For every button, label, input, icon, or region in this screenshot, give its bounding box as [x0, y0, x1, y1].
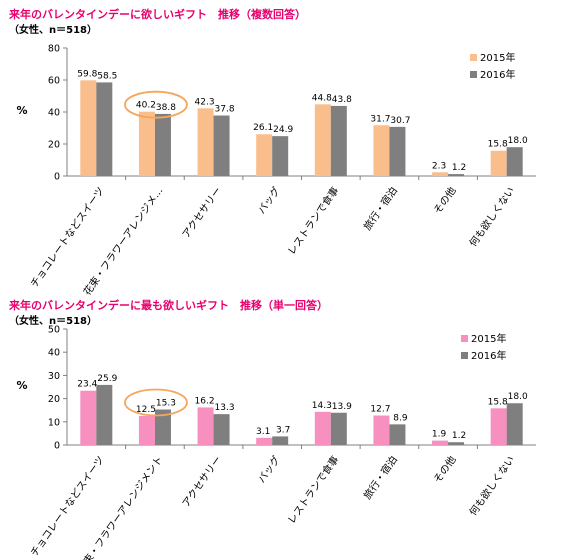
chart1-data-label: 31.7 [370, 114, 390, 124]
chart1-highlight-oval [124, 90, 188, 119]
chart1-data-label: 24.9 [273, 125, 293, 135]
chart1-legend-label: 2015年 [480, 51, 515, 64]
chart1-data-label: 1.2 [452, 163, 466, 173]
chart1-bar [330, 105, 347, 176]
chart2-bar [197, 407, 214, 445]
chart2-category-label: 旅行・宿泊 [361, 453, 400, 501]
chart1-data-label: 43.8 [332, 95, 352, 105]
chart1-title: 来年のバレンタインデーに欲しいギフト 推移（複数回答） [9, 8, 306, 21]
chart2-category-label: 何も欲しくない [466, 453, 517, 518]
chart1-bar [448, 174, 465, 176]
chart2-category-label: アクセサリー [180, 454, 224, 510]
chart1-data-label: 59.8 [77, 69, 97, 79]
chart2-bar [448, 442, 465, 445]
chart1-legend-swatch [470, 54, 477, 61]
chart1-y-tick-label: 60 [48, 76, 60, 87]
chart1-bar [432, 172, 449, 176]
chart1-bar [490, 150, 507, 176]
chart2-data-label: 14.3 [312, 401, 332, 411]
chart2-data-label: 3.1 [256, 427, 270, 437]
chart1-bar [314, 104, 331, 176]
chart1-bar [256, 134, 273, 176]
chart2-data-label: 13.9 [332, 402, 352, 412]
chart2-bar [138, 416, 155, 445]
chart2-data-label: 18.0 [508, 392, 528, 402]
chart2-y-tick-label: 50 [48, 325, 60, 336]
chart1-y-axis-label: % [16, 104, 27, 117]
chart1-data-label: 30.7 [390, 116, 410, 126]
chart2-bar [330, 412, 347, 445]
chart2-bar [96, 384, 113, 445]
chart2-data-label: 12.5 [136, 405, 156, 415]
chart1-bar [80, 80, 97, 176]
chart2-data-label: 16.2 [195, 396, 215, 406]
chart1-bar [213, 115, 230, 176]
chart2-category-label: バッグ [255, 453, 283, 485]
chart2-legend-swatch [461, 352, 468, 359]
chart1-data-label: 38.8 [156, 103, 176, 113]
chart2-subtitle: （女性、n＝518） [9, 316, 97, 327]
chart1-y-tick-label: 80 [48, 44, 60, 55]
chart1-bar [272, 136, 289, 176]
chart1-bar [373, 125, 390, 176]
chart1-legend-label: 2016年 [480, 68, 515, 81]
chart1-bar [197, 108, 214, 176]
chart2-bar [314, 411, 331, 445]
chart2-y-axis-label: % [16, 379, 27, 392]
chart1-data-label: 37.8 [215, 105, 235, 115]
chart2-bar [373, 415, 390, 445]
chart2-legend-swatch [461, 335, 468, 342]
chart2-data-label: 15.8 [488, 397, 508, 407]
chart2-bar [80, 390, 97, 445]
chart2-bar [154, 409, 171, 445]
chart2-legend-label: 2015年 [471, 332, 506, 345]
chart1-bar [506, 147, 523, 176]
chart2-bar [506, 403, 523, 445]
chart2-data-label: 3.7 [276, 425, 290, 435]
chart1-bar [138, 111, 155, 176]
chart1-data-label: 44.8 [312, 93, 332, 103]
chart1-bar [154, 113, 171, 176]
chart2-y-tick-label: 40 [48, 348, 60, 359]
chart2-y-tick-label: 20 [48, 394, 60, 405]
chart1-data-label: 40.2 [136, 101, 156, 111]
chart1-bar [389, 126, 406, 176]
chart1-data-label: 42.3 [195, 97, 215, 107]
chart2-bar [389, 424, 406, 445]
chart2-bar [213, 414, 230, 445]
chart2-data-label: 1.2 [452, 431, 466, 441]
chart1-legend-swatch [470, 71, 477, 78]
chart1-subtitle: （女性、n＝518） [9, 25, 97, 36]
chart2-data-label: 8.9 [393, 413, 408, 423]
chart2-data-label: 12.7 [370, 405, 390, 415]
chart1-data-label: 58.5 [97, 71, 117, 81]
chart2-bar [490, 408, 507, 445]
chart1-y-tick-label: 0 [54, 172, 60, 183]
chart2-data-label: 13.3 [215, 403, 235, 413]
chart2-data-label: 15.3 [156, 399, 176, 409]
chart2-bar [272, 436, 289, 445]
chart1-y-tick-label: 40 [48, 108, 60, 119]
chart2-data-label: 25.9 [97, 374, 117, 384]
chart2-title: 来年のバレンタインデーに最も欲しいギフト 推移（単一回答） [9, 299, 328, 312]
chart2-y-tick-label: 10 [48, 417, 60, 428]
chart2-category-label: レストランで食事 [285, 453, 342, 526]
chart2-bar [432, 440, 449, 445]
chart1-bar [96, 82, 113, 176]
chart2-bar [256, 437, 273, 445]
chart1-data-label: 26.1 [253, 123, 273, 133]
chart1-y-tick-label: 20 [48, 140, 60, 151]
chart2-category-label: その他 [431, 453, 459, 485]
chart1-data-label: 15.8 [488, 140, 508, 150]
chart2-y-tick-label: 0 [54, 441, 60, 452]
chart2-legend-label: 2016年 [471, 349, 506, 362]
chart2-highlight-oval [124, 388, 188, 417]
chart1-data-label: 2.3 [432, 161, 446, 171]
chart2-y-tick-label: 30 [48, 371, 60, 382]
chart1-data-label: 18.0 [508, 136, 528, 146]
chart2-data-label: 23.4 [77, 380, 97, 390]
chart2-data-label: 1.9 [432, 430, 447, 440]
